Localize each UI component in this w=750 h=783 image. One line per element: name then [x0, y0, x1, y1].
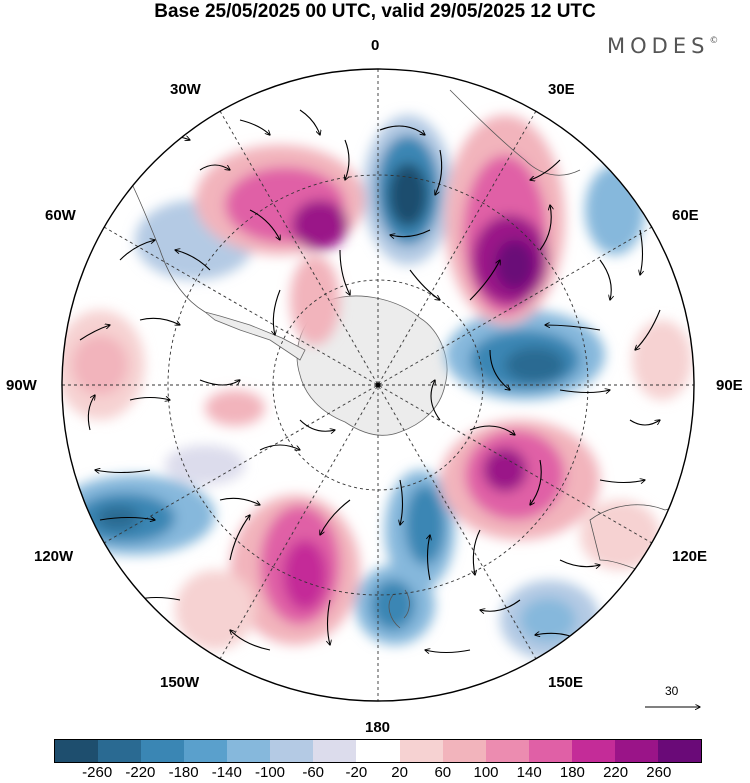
colorbar-tick-label: 60: [434, 764, 452, 781]
colorbar-tick-label: -100: [254, 764, 286, 781]
colorbar-tick-label: -260: [82, 764, 113, 781]
page-title: Base 25/05/2025 00 UTC, valid 29/05/2025…: [154, 1, 596, 22]
colorbar-swatch: [442, 740, 486, 762]
australia-coast: [589, 499, 694, 601]
lon-label-150e: 150E: [548, 674, 584, 691]
lon-label-60w: 60W: [45, 207, 76, 224]
south-america-coast: [119, 159, 206, 313]
lon-label-90e: 90E: [716, 377, 743, 394]
modes-logo: MODES©: [607, 34, 719, 58]
lon-label-30w: 30W: [170, 81, 201, 98]
antarctic-peninsula: [204, 311, 306, 361]
colorbar-swatch: [356, 740, 400, 762]
colorbar-swatch: [55, 740, 99, 762]
lon-label-120e: 120E: [672, 548, 708, 565]
colorbar-labels: -260 -220 -180 -140 -100 -60 -20 20 60 100 140 180 2…: [0, 764, 750, 782]
lon-label-180: 180: [365, 719, 391, 736]
wind-vectors: [79, 109, 670, 653]
colorbar-tick-label: -20: [345, 764, 368, 781]
reference-vector-label: 30: [665, 684, 679, 698]
colorbar-swatch: [227, 740, 271, 762]
colorbar-swatch: [184, 740, 228, 762]
colorbar-swatch: [528, 740, 572, 762]
colorbar-tick-label: 260: [646, 764, 672, 781]
colorbar-tick-label: 20: [391, 764, 408, 781]
colorbar-tick-label: 220: [603, 764, 629, 781]
africa-coast: [449, 89, 581, 176]
new-zealand-coast: [388, 589, 410, 629]
colorbar-tick-label: -140: [211, 764, 242, 781]
lon-label-90w: 90W: [6, 377, 37, 394]
graticule: [62, 69, 694, 701]
colorbar-swatch: [98, 740, 142, 762]
lon-label-120w: 120W: [34, 548, 74, 565]
anomaly-field: [62, 115, 692, 660]
colorbar-swatch: [399, 740, 443, 762]
colorbar-tick-label: 140: [516, 764, 542, 781]
colorbar-swatch: [270, 740, 314, 762]
colorbar-swatch: [313, 740, 357, 762]
colorbar-swatch: [614, 740, 658, 762]
lon-label-150w: 150W: [160, 674, 200, 691]
colorbar-tick-label: -60: [302, 764, 325, 781]
colorbar-swatch: [485, 740, 529, 762]
lon-label-0: 0: [371, 37, 380, 54]
colorbar-tick-label: 100: [473, 764, 499, 781]
colorbar-swatch: [141, 740, 185, 762]
lon-label-30e: 30E: [548, 81, 575, 98]
colorbar: [54, 739, 702, 763]
colorbar-tick-label: 180: [559, 764, 585, 781]
lon-label-60e: 60E: [672, 207, 699, 224]
colorbar-swatch: [571, 740, 615, 762]
colorbar-swatch: [657, 740, 701, 762]
colorbar-tick-label: -220: [125, 764, 156, 781]
colorbar-tick-label: -180: [168, 764, 199, 781]
